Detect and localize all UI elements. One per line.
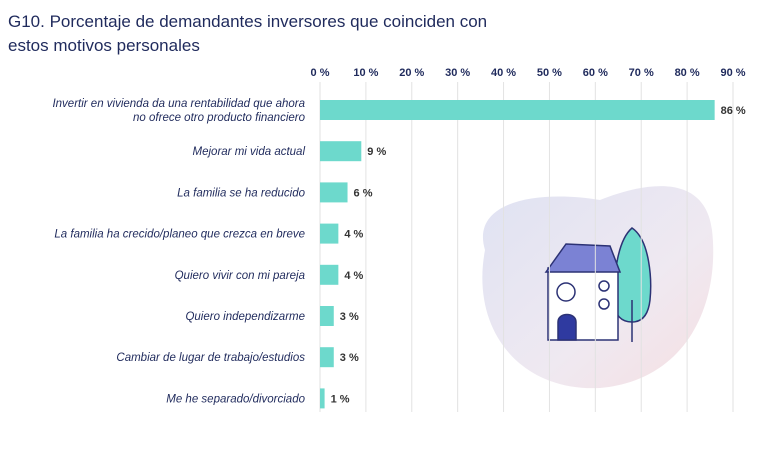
data-label: 9 %	[367, 146, 386, 158]
category-label: La familia ha crecido/planeo que crezca …	[54, 229, 305, 241]
data-label: 3 %	[340, 311, 359, 323]
bar	[320, 182, 348, 203]
bar	[320, 100, 715, 120]
category-label: Quiero independizarme	[185, 311, 305, 323]
data-label: 6 %	[354, 187, 373, 199]
x-tick-label: 0 %	[311, 67, 330, 79]
x-tick-label: 30 %	[445, 67, 470, 79]
bar	[320, 264, 339, 285]
x-tick-label: 20 %	[399, 67, 424, 79]
data-label: 4 %	[344, 229, 363, 241]
x-tick-label: 10 %	[353, 67, 378, 79]
bar	[320, 306, 334, 326]
x-tick-label: 50 %	[537, 67, 562, 79]
chart-title: G10. Porcentaje de demandantes inversore…	[8, 12, 488, 55]
x-tick-label: 80 %	[675, 67, 700, 79]
category-label: Cambiar de lugar de trabajo/estudios	[116, 352, 305, 364]
data-label: 86 %	[721, 105, 746, 117]
bar	[320, 347, 334, 368]
data-label: 3 %	[340, 352, 359, 364]
house-illustration	[482, 186, 714, 389]
category-label: Me he separado/divorciado	[166, 393, 305, 405]
category-label: Invertir en vivienda da una rentabilidad…	[52, 98, 305, 110]
category-label: La familia se ha reducido	[177, 187, 305, 199]
data-label: 1 %	[331, 393, 350, 405]
bar	[320, 388, 325, 409]
house-window-small	[598, 298, 610, 310]
house-door	[557, 313, 577, 341]
house-window-small	[598, 280, 610, 292]
bar	[320, 141, 362, 162]
bar	[320, 223, 339, 244]
x-tick-label: 90 %	[720, 67, 745, 79]
category-label: no ofrece otro producto financiero	[133, 112, 306, 124]
x-tick-label: 40 %	[491, 67, 516, 79]
data-label: 4 %	[344, 270, 363, 282]
x-tick-label: 60 %	[583, 67, 608, 79]
category-label: Quiero vivir con mi pareja	[175, 270, 305, 282]
category-label: Mejorar mi vida actual	[193, 146, 306, 158]
x-tick-label: 70 %	[629, 67, 654, 79]
house-window	[556, 282, 576, 302]
